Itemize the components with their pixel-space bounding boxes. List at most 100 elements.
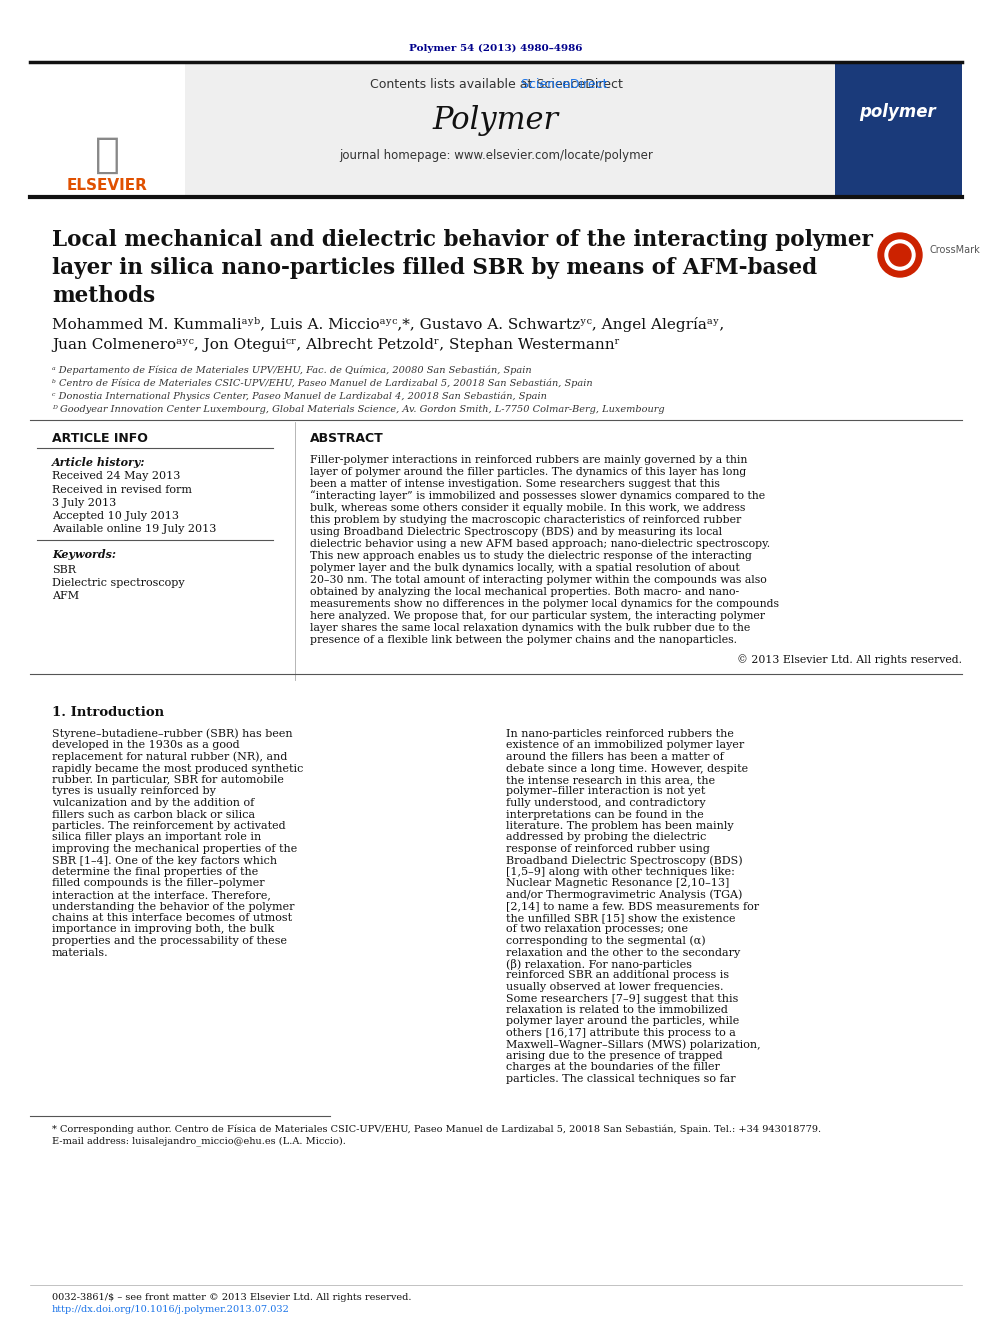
Text: Accepted 10 July 2013: Accepted 10 July 2013 bbox=[52, 511, 179, 521]
Text: In nano-particles reinforced rubbers the: In nano-particles reinforced rubbers the bbox=[506, 729, 734, 740]
Text: interpretations can be found in the: interpretations can be found in the bbox=[506, 810, 703, 819]
Text: Received in revised form: Received in revised form bbox=[52, 486, 192, 495]
Text: Mohammed M. Kummaliᵃʸᵇ, Luis A. Miccioᵃʸᶜ,*, Gustavo A. Schwartzʸᶜ, Angel Alegrí: Mohammed M. Kummaliᵃʸᵇ, Luis A. Miccioᵃʸ… bbox=[52, 318, 724, 332]
Text: E-mail address: luisalejandro_miccio@ehu.es (L.A. Miccio).: E-mail address: luisalejandro_miccio@ehu… bbox=[52, 1136, 346, 1147]
Text: (β) relaxation. For nano-particles: (β) relaxation. For nano-particles bbox=[506, 958, 692, 970]
Text: rapidly became the most produced synthetic: rapidly became the most produced synthet… bbox=[52, 763, 304, 774]
Text: corresponding to the segmental (α): corresponding to the segmental (α) bbox=[506, 935, 705, 946]
Text: improving the mechanical properties of the: improving the mechanical properties of t… bbox=[52, 844, 298, 855]
Text: understanding the behavior of the polymer: understanding the behavior of the polyme… bbox=[52, 901, 295, 912]
Text: SBR: SBR bbox=[52, 565, 76, 576]
Text: ᵇ Centro de Física de Materiales CSIC-UPV/EHU, Paseo Manuel de Lardizabal 5, 200: ᵇ Centro de Física de Materiales CSIC-UP… bbox=[52, 378, 592, 388]
Text: 20–30 nm. The total amount of interacting polymer within the compounds was also: 20–30 nm. The total amount of interactin… bbox=[310, 576, 767, 585]
Text: polymer–filler interaction is not yet: polymer–filler interaction is not yet bbox=[506, 786, 705, 796]
Text: * Corresponding author. Centro de Física de Materiales CSIC-UPV/EHU, Paseo Manue: * Corresponding author. Centro de Física… bbox=[52, 1125, 821, 1134]
Text: arising due to the presence of trapped: arising due to the presence of trapped bbox=[506, 1050, 722, 1061]
Text: Keywords:: Keywords: bbox=[52, 549, 116, 561]
Text: Polymer: Polymer bbox=[433, 105, 559, 135]
Text: Article history:: Article history: bbox=[52, 456, 146, 467]
Text: tyres is usually reinforced by: tyres is usually reinforced by bbox=[52, 786, 216, 796]
Bar bbox=[30, 62, 185, 194]
Text: the unfilled SBR [15] show the existence: the unfilled SBR [15] show the existence bbox=[506, 913, 735, 923]
Text: 3 July 2013: 3 July 2013 bbox=[52, 497, 116, 508]
Text: Styrene–butadiene–rubber (SBR) has been: Styrene–butadiene–rubber (SBR) has been bbox=[52, 729, 293, 740]
Text: rubber. In particular, SBR for automobile: rubber. In particular, SBR for automobil… bbox=[52, 775, 284, 785]
Text: properties and the processability of these: properties and the processability of the… bbox=[52, 935, 287, 946]
Circle shape bbox=[889, 243, 911, 266]
Text: response of reinforced rubber using: response of reinforced rubber using bbox=[506, 844, 710, 855]
Text: vulcanization and by the addition of: vulcanization and by the addition of bbox=[52, 798, 254, 808]
Text: the intense research in this area, the: the intense research in this area, the bbox=[506, 775, 715, 785]
Text: importance in improving both, the bulk: importance in improving both, the bulk bbox=[52, 925, 274, 934]
Text: around the fillers has been a matter of: around the fillers has been a matter of bbox=[506, 751, 724, 762]
Text: measurements show no differences in the polymer local dynamics for the compounds: measurements show no differences in the … bbox=[310, 599, 779, 609]
Text: Received 24 May 2013: Received 24 May 2013 bbox=[52, 471, 181, 482]
Text: 0032-3861/$ – see front matter © 2013 Elsevier Ltd. All rights reserved.: 0032-3861/$ – see front matter © 2013 El… bbox=[52, 1293, 412, 1302]
Text: http://dx.doi.org/10.1016/j.polymer.2013.07.032: http://dx.doi.org/10.1016/j.polymer.2013… bbox=[52, 1304, 290, 1314]
Text: interaction at the interface. Therefore,: interaction at the interface. Therefore, bbox=[52, 890, 271, 900]
Text: developed in the 1930s as a good: developed in the 1930s as a good bbox=[52, 741, 240, 750]
Text: of two relaxation processes; one: of two relaxation processes; one bbox=[506, 925, 688, 934]
Text: this problem by studying the macroscopic characteristics of reinforced rubber: this problem by studying the macroscopic… bbox=[310, 515, 741, 525]
Bar bbox=[835, 62, 962, 194]
Text: and/or Thermogravimetric Analysis (TGA): and/or Thermogravimetric Analysis (TGA) bbox=[506, 890, 742, 900]
Text: relaxation and the other to the secondary: relaxation and the other to the secondar… bbox=[506, 947, 740, 958]
Text: determine the final properties of the: determine the final properties of the bbox=[52, 867, 258, 877]
Text: Contents lists available at ScienceDirect: Contents lists available at ScienceDirec… bbox=[370, 78, 622, 91]
Text: relaxation is related to the immobilized: relaxation is related to the immobilized bbox=[506, 1005, 728, 1015]
Text: using Broadband Dielectric Spectroscopy (BDS) and by measuring its local: using Broadband Dielectric Spectroscopy … bbox=[310, 527, 722, 537]
Text: SBR [1–4]. One of the key factors which: SBR [1–4]. One of the key factors which bbox=[52, 856, 277, 865]
Text: Broadband Dielectric Spectroscopy (BDS): Broadband Dielectric Spectroscopy (BDS) bbox=[506, 855, 743, 865]
Text: Available online 19 July 2013: Available online 19 July 2013 bbox=[52, 524, 216, 534]
Circle shape bbox=[885, 239, 915, 270]
Text: obtained by analyzing the local mechanical properties. Both macro- and nano-: obtained by analyzing the local mechanic… bbox=[310, 587, 739, 597]
Text: presence of a flexible link between the polymer chains and the nanoparticles.: presence of a flexible link between the … bbox=[310, 635, 737, 646]
Text: usually observed at lower frequencies.: usually observed at lower frequencies. bbox=[506, 982, 723, 992]
Text: ABSTRACT: ABSTRACT bbox=[310, 431, 384, 445]
Text: silica filler plays an important role in: silica filler plays an important role in bbox=[52, 832, 261, 843]
Text: Maxwell–Wagner–Sillars (MWS) polarization,: Maxwell–Wagner–Sillars (MWS) polarizatio… bbox=[506, 1040, 761, 1049]
Text: Juan Colmeneroᵃʸᶜ, Jon Oteguiᶜʳ, Albrecht Petzoldʳ, Stephan Westermannʳ: Juan Colmeneroᵃʸᶜ, Jon Oteguiᶜʳ, Albrech… bbox=[52, 337, 620, 352]
Text: been a matter of intense investigation. Some researchers suggest that this: been a matter of intense investigation. … bbox=[310, 479, 720, 490]
Text: CrossMark: CrossMark bbox=[930, 245, 981, 255]
Text: polymer layer and the bulk dynamics locally, with a spatial resolution of about: polymer layer and the bulk dynamics loca… bbox=[310, 564, 740, 573]
Text: ᵃ Departamento de Física de Materiales UPV/EHU, Fac. de Química, 20080 San Sebas: ᵃ Departamento de Física de Materiales U… bbox=[52, 365, 532, 374]
Text: fillers such as carbon black or silica: fillers such as carbon black or silica bbox=[52, 810, 255, 819]
Text: debate since a long time. However, despite: debate since a long time. However, despi… bbox=[506, 763, 748, 774]
Text: This new approach enables us to study the dielectric response of the interacting: This new approach enables us to study th… bbox=[310, 550, 752, 561]
Text: Dielectric spectroscopy: Dielectric spectroscopy bbox=[52, 578, 185, 587]
Text: ARTICLE INFO: ARTICLE INFO bbox=[52, 431, 148, 445]
Text: polymer layer around the particles, while: polymer layer around the particles, whil… bbox=[506, 1016, 739, 1027]
Text: “interacting layer” is immobilized and possesses slower dynamics compared to the: “interacting layer” is immobilized and p… bbox=[310, 491, 765, 501]
Text: ScienceDirect: ScienceDirect bbox=[385, 78, 607, 91]
Text: ᴰ Goodyear Innovation Center Luxembourg, Global Materials Science, Av. Gordon Sm: ᴰ Goodyear Innovation Center Luxembourg,… bbox=[52, 405, 665, 414]
Text: ELSEVIER: ELSEVIER bbox=[66, 177, 148, 193]
Text: [2,14] to name a few. BDS measurements for: [2,14] to name a few. BDS measurements f… bbox=[506, 901, 759, 912]
Text: replacement for natural rubber (NR), and: replacement for natural rubber (NR), and bbox=[52, 751, 288, 762]
Text: fully understood, and contradictory: fully understood, and contradictory bbox=[506, 798, 705, 808]
Text: © 2013 Elsevier Ltd. All rights reserved.: © 2013 Elsevier Ltd. All rights reserved… bbox=[737, 655, 962, 665]
Text: ᶜ Donostia International Physics Center, Paseo Manuel de Lardizabal 4, 20018 San: ᶜ Donostia International Physics Center,… bbox=[52, 392, 547, 401]
Text: particles. The classical techniques so far: particles. The classical techniques so f… bbox=[506, 1074, 736, 1084]
Text: charges at the boundaries of the filler: charges at the boundaries of the filler bbox=[506, 1062, 720, 1073]
Text: addressed by probing the dielectric: addressed by probing the dielectric bbox=[506, 832, 706, 843]
Text: existence of an immobilized polymer layer: existence of an immobilized polymer laye… bbox=[506, 741, 744, 750]
Text: layer of polymer around the filler particles. The dynamics of this layer has lon: layer of polymer around the filler parti… bbox=[310, 467, 746, 478]
Text: journal homepage: www.elsevier.com/locate/polymer: journal homepage: www.elsevier.com/locat… bbox=[339, 148, 653, 161]
Text: layer in silica nano-particles filled SBR by means of AFM-based: layer in silica nano-particles filled SB… bbox=[52, 257, 817, 279]
Text: Filler-polymer interactions in reinforced rubbers are mainly governed by a thin: Filler-polymer interactions in reinforce… bbox=[310, 455, 747, 464]
Text: reinforced SBR an additional process is: reinforced SBR an additional process is bbox=[506, 971, 729, 980]
Bar bbox=[30, 62, 962, 194]
Text: dielectric behavior using a new AFM based approach; nano-dielectric spectroscopy: dielectric behavior using a new AFM base… bbox=[310, 538, 770, 549]
Circle shape bbox=[878, 233, 922, 277]
Text: AFM: AFM bbox=[52, 591, 79, 601]
Text: Nuclear Magnetic Resonance [2,10–13]: Nuclear Magnetic Resonance [2,10–13] bbox=[506, 878, 729, 889]
Text: layer shares the same local relaxation dynamics with the bulk rubber due to the: layer shares the same local relaxation d… bbox=[310, 623, 750, 632]
Text: [1,5–9] along with other techniques like:: [1,5–9] along with other techniques like… bbox=[506, 867, 735, 877]
Text: others [16,17] attribute this process to a: others [16,17] attribute this process to… bbox=[506, 1028, 736, 1039]
Text: chains at this interface becomes of utmost: chains at this interface becomes of utmo… bbox=[52, 913, 292, 923]
Text: 🌲: 🌲 bbox=[94, 134, 119, 176]
Text: bulk, whereas some others consider it equally mobile. In this work, we address: bulk, whereas some others consider it eq… bbox=[310, 503, 745, 513]
Text: filled compounds is the filler–polymer: filled compounds is the filler–polymer bbox=[52, 878, 265, 889]
Text: methods: methods bbox=[52, 284, 155, 307]
